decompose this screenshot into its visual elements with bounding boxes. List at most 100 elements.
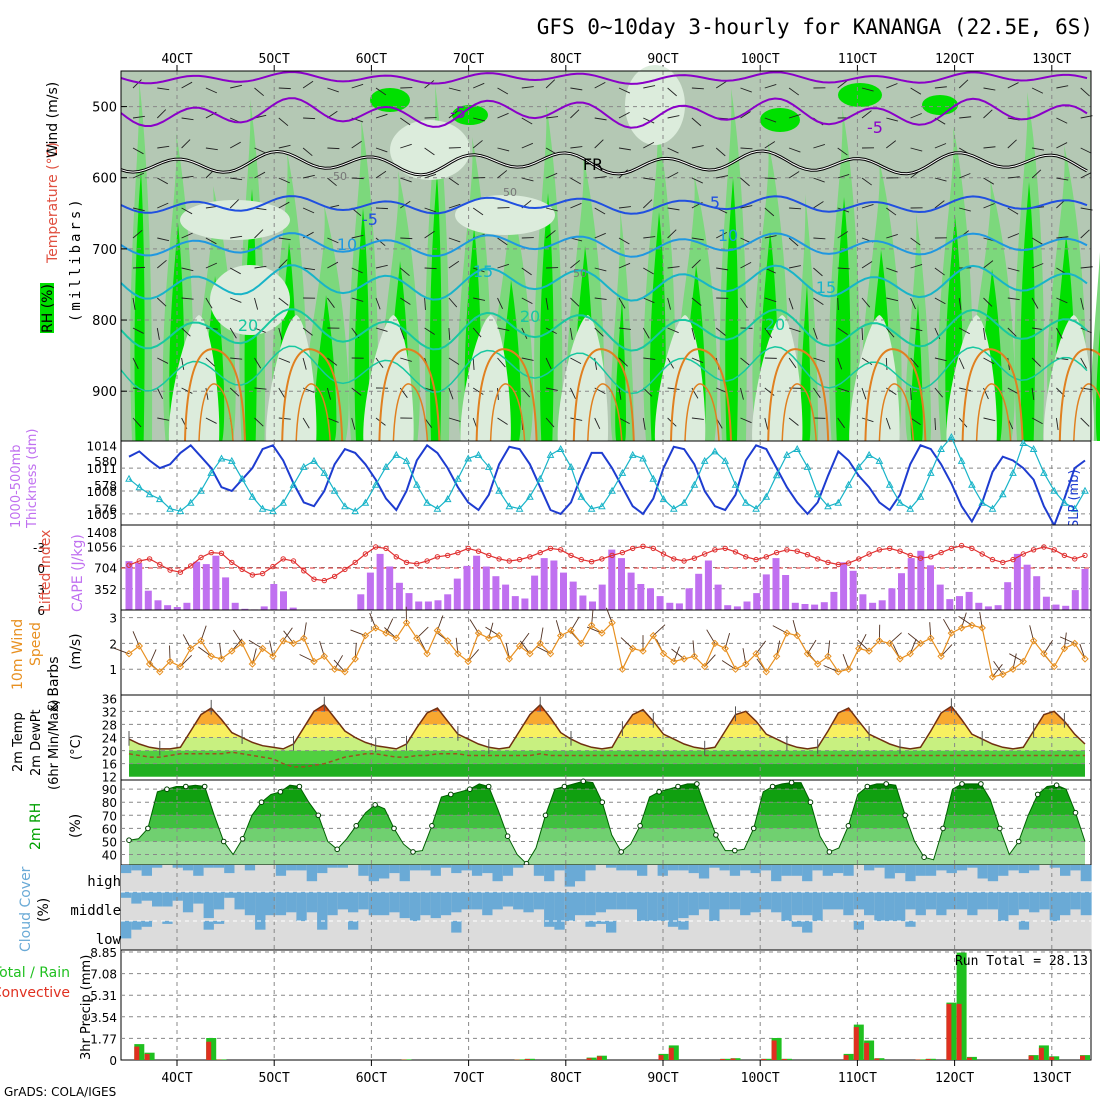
cloud-cell-bg — [296, 921, 308, 950]
upper-wind-barb — [837, 147, 848, 156]
upper-wind-barb — [497, 417, 508, 425]
upper-wind-barb — [254, 387, 267, 390]
wind10-point — [885, 639, 894, 648]
upper-wind-barb — [278, 117, 289, 127]
contour-freezing-inner — [120, 150, 1088, 176]
upper-wind-barb — [594, 207, 606, 215]
upper-wind-barb — [983, 109, 993, 119]
upper-wind-barb — [910, 417, 921, 426]
rh2m-point — [145, 825, 151, 832]
upper-air-panel: -5 -5 FR -5 5 10 10 15 15 20 20 20 50 50 50 500 600 700 8… — [40, 65, 1100, 442]
thickness-point — [145, 490, 154, 498]
upper-wind-barb — [837, 327, 848, 336]
cloud-cell-bg — [967, 865, 979, 892]
upper-wind-barb — [181, 387, 193, 394]
wind10-point — [752, 649, 760, 658]
slp-tick-label: 1008 — [86, 485, 117, 499]
cape-bar — [144, 590, 152, 610]
thickness-point — [926, 468, 935, 476]
thickness-point — [741, 498, 750, 506]
wind10-barb — [519, 640, 531, 654]
upper-wind-barb — [691, 327, 696, 340]
cape-bar — [1062, 605, 1070, 610]
upper-wind-barb — [327, 261, 339, 269]
upper-wind-barb — [959, 387, 972, 392]
wind10-barb — [416, 626, 429, 639]
thickness-point — [834, 498, 843, 506]
precip-conv-bar — [874, 1058, 880, 1060]
contour-label: 20 — [520, 307, 540, 326]
cloud-cover-bar — [585, 865, 597, 871]
cloud-cover-bar — [956, 865, 968, 871]
upper-wind-barb — [448, 203, 461, 209]
contour-warm-outer — [767, 348, 830, 442]
rh2m-point — [391, 825, 397, 832]
cloud-cell-bg — [802, 921, 813, 950]
thickness-point — [371, 480, 380, 488]
cloud-cell-bg — [822, 921, 834, 950]
thickness-point — [711, 447, 719, 455]
cape-bar — [869, 602, 877, 610]
cloud-bars — [121, 865, 1092, 950]
cloud-cover-bar — [420, 892, 432, 916]
cape-tick-label: 704 — [94, 562, 117, 576]
thickness-point — [330, 486, 339, 494]
cape-bar — [270, 584, 278, 610]
cape-bar — [946, 599, 954, 610]
cloud-cell-bg — [946, 865, 958, 892]
bottom-tick-label: 12OCT — [935, 1071, 974, 1086]
wind10-point — [382, 629, 390, 637]
upper-wind-barb — [1080, 229, 1090, 239]
cloud-cover-bar — [379, 865, 390, 879]
top-tick-label: 5OCT — [259, 52, 290, 67]
bottom-tick-label: 7OCT — [453, 1071, 484, 1086]
upper-wind-barb — [861, 387, 867, 400]
upper-wind-barb — [497, 327, 510, 331]
upper-air-left-labels: RH (%) Temperature (°C) Wind (m/s) (mill… — [40, 82, 84, 333]
cloud-cover-bar — [564, 892, 576, 921]
cloud-cell-bg — [998, 921, 1009, 950]
upper-wind-barb — [1007, 82, 1019, 89]
upper-wind-barb — [594, 81, 606, 89]
upper-wind-barb — [910, 387, 912, 401]
lifted-index-point — [1051, 547, 1057, 553]
cloud-cell-bg — [905, 921, 917, 950]
wind10-point — [690, 652, 699, 661]
wind10-unit: (m/s) — [68, 633, 84, 670]
lifted-index-point — [547, 545, 554, 552]
upper-wind-barb — [570, 260, 581, 269]
upper-wind-barb — [983, 203, 995, 209]
precip-label-1: Total / Rain — [0, 965, 70, 981]
upper-wind-barb — [959, 173, 971, 179]
upper-wind-barb — [569, 387, 576, 400]
lifted-index-point — [989, 556, 996, 563]
cloud-cover-bar — [399, 892, 411, 919]
slp-grid — [121, 441, 1091, 525]
wind10-label-3: & Barbs — [46, 657, 62, 713]
wind10-point — [258, 644, 267, 653]
cloud-cell-bg — [843, 921, 855, 950]
upper-wind-barb — [156, 327, 160, 340]
cloud-cover-bar — [843, 892, 855, 916]
precip-frame — [120, 949, 1092, 1061]
upper-wind-barb — [1007, 207, 1019, 215]
upper-wind-barb — [570, 237, 583, 242]
cloud-cell-bg — [213, 921, 225, 950]
upper-wind-barb — [278, 387, 286, 399]
cloud-cell-bg — [213, 865, 225, 892]
cape-bar — [975, 602, 983, 610]
upper-wind-barb — [521, 86, 534, 89]
bottom-time-axis: 4OCT 5OCT 6OCT 7OCT 8OCT 9OCT 10OCT 11OCT 12OCT 1… — [161, 1060, 1072, 1086]
cloud-cell-bg — [874, 921, 886, 950]
cape-bar — [984, 606, 992, 610]
rh2m-point — [504, 833, 511, 840]
upper-wind-barb — [205, 262, 218, 269]
cape-bar — [1071, 590, 1079, 610]
thickness-point — [412, 480, 421, 488]
upper-wind-barb — [716, 267, 729, 271]
temp2m-tick-label: 32 — [102, 705, 117, 719]
upper-wind-barb — [740, 387, 744, 400]
cloud-cover-bar — [606, 865, 617, 868]
top-time-axis: 4OCT 5OCT 6OCT 7OCT 8OCT 9OCT 10OCT 11OCT 12OCT 1… — [161, 52, 1072, 71]
